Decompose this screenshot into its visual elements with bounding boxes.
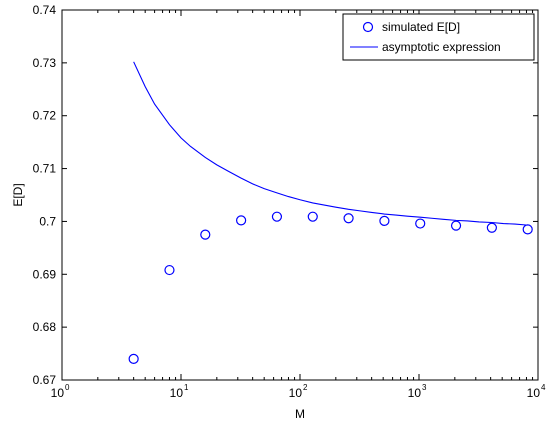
legend-box [342, 13, 535, 61]
data-point-simulated [200, 229, 211, 240]
x-tick-label-exponent: 2 [303, 383, 308, 392]
data-point-simulated [236, 215, 247, 226]
series-layer [128, 61, 533, 364]
y-tick-label: 0.68 [33, 320, 57, 334]
x-tick-label-exponent: 4 [541, 383, 546, 392]
series-line-asymptotic [133, 61, 528, 226]
data-point-simulated [486, 222, 497, 233]
x-tick-label-base: 10 [289, 386, 303, 400]
x-tick-label-exponent: 1 [184, 383, 189, 392]
x-axis: 10 0 10 1 10 2 10 3 10 4 [51, 10, 546, 400]
x-tick-label-exponent: 3 [422, 383, 427, 392]
x-tick-label-base: 10 [51, 386, 65, 400]
x-tick-label-base: 10 [170, 386, 184, 400]
legend-label-simulated: simulated E[D] [382, 20, 460, 34]
x-tick-label-base: 10 [527, 386, 541, 400]
y-tick-label: 0.74 [33, 3, 57, 17]
legend-label-asymptotic: asymptotic expression [382, 40, 501, 54]
data-point-simulated [415, 218, 426, 229]
plot-area [62, 10, 538, 380]
y-tick-label: 0.69 [33, 267, 57, 281]
legend-marker-simulated [362, 21, 374, 33]
y-tick-label: 0.72 [33, 109, 57, 123]
data-point-simulated [164, 264, 175, 276]
y-tick-label: 0.7 [39, 214, 56, 228]
data-point-simulated [343, 213, 354, 224]
y-tick-label: 0.71 [33, 162, 57, 176]
data-point-simulated [128, 353, 139, 364]
x-tick-label-exponent: 0 [65, 383, 70, 392]
y-tick-label: 0.73 [33, 56, 57, 70]
legend: simulated E[D] asymptotic expression [342, 13, 535, 61]
data-point-simulated [307, 211, 318, 222]
data-point-simulated [379, 215, 390, 226]
x-tick-label-base: 10 [408, 386, 422, 400]
data-point-simulated [271, 211, 283, 222]
x-axis-label: M [295, 407, 305, 421]
y-tick-label: 0.67 [33, 373, 57, 387]
data-point-simulated [450, 220, 462, 231]
y-axis-label: E[D] [11, 183, 25, 206]
y-axis: 0.67 0.68 0.69 0.7 0.71 0.72 0.73 0.74 [33, 3, 538, 387]
